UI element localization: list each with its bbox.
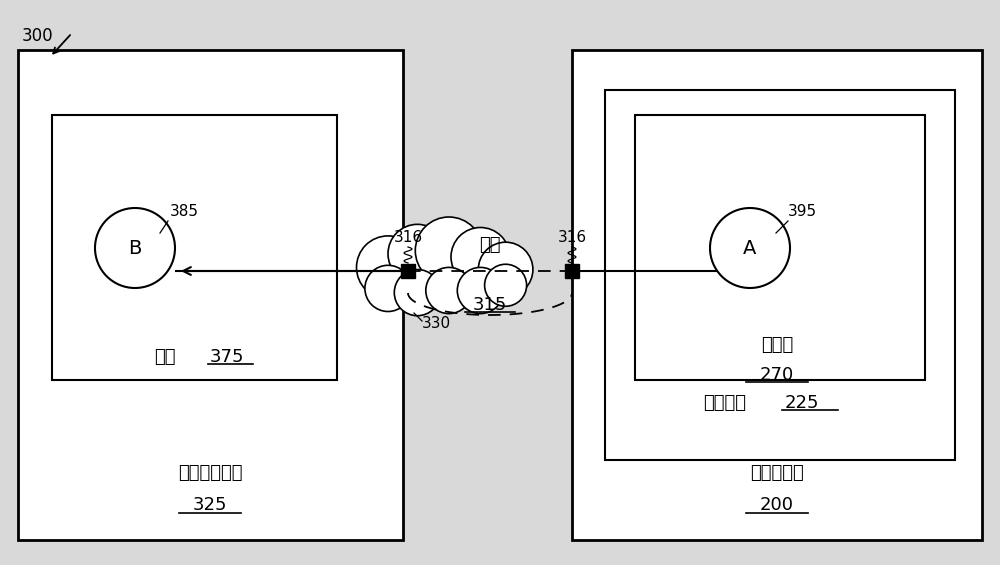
Text: 325: 325 [193, 496, 227, 514]
Bar [635, 115, 925, 380]
Bar [18, 50, 403, 540]
Text: 395: 395 [788, 204, 817, 219]
Bar [572, 50, 982, 540]
Bar [52, 115, 337, 380]
Text: 316: 316 [557, 230, 587, 245]
Text: 315: 315 [473, 296, 507, 314]
Text: B: B [128, 238, 142, 258]
Bar [401, 264, 415, 278]
Bar [605, 90, 955, 460]
Text: A: A [743, 238, 757, 258]
Text: 企业私有网络: 企业私有网络 [178, 464, 242, 482]
Text: 300: 300 [22, 27, 54, 45]
Circle shape [95, 208, 175, 288]
Text: 385: 385 [170, 204, 199, 219]
Circle shape [710, 208, 790, 288]
Text: 网络: 网络 [479, 236, 501, 254]
Text: 数据中心: 数据中心 [704, 394, 746, 412]
Text: 316: 316 [393, 230, 423, 245]
Text: 270: 270 [760, 366, 794, 384]
Text: 330: 330 [422, 315, 451, 331]
Text: 375: 375 [210, 348, 245, 366]
Text: 虚拟机: 虚拟机 [761, 336, 793, 354]
Text: 云计算平台: 云计算平台 [750, 464, 804, 482]
Text: 资源: 资源 [154, 348, 176, 366]
Text: 225: 225 [785, 394, 820, 412]
Bar [565, 264, 579, 278]
Text: 200: 200 [760, 496, 794, 514]
